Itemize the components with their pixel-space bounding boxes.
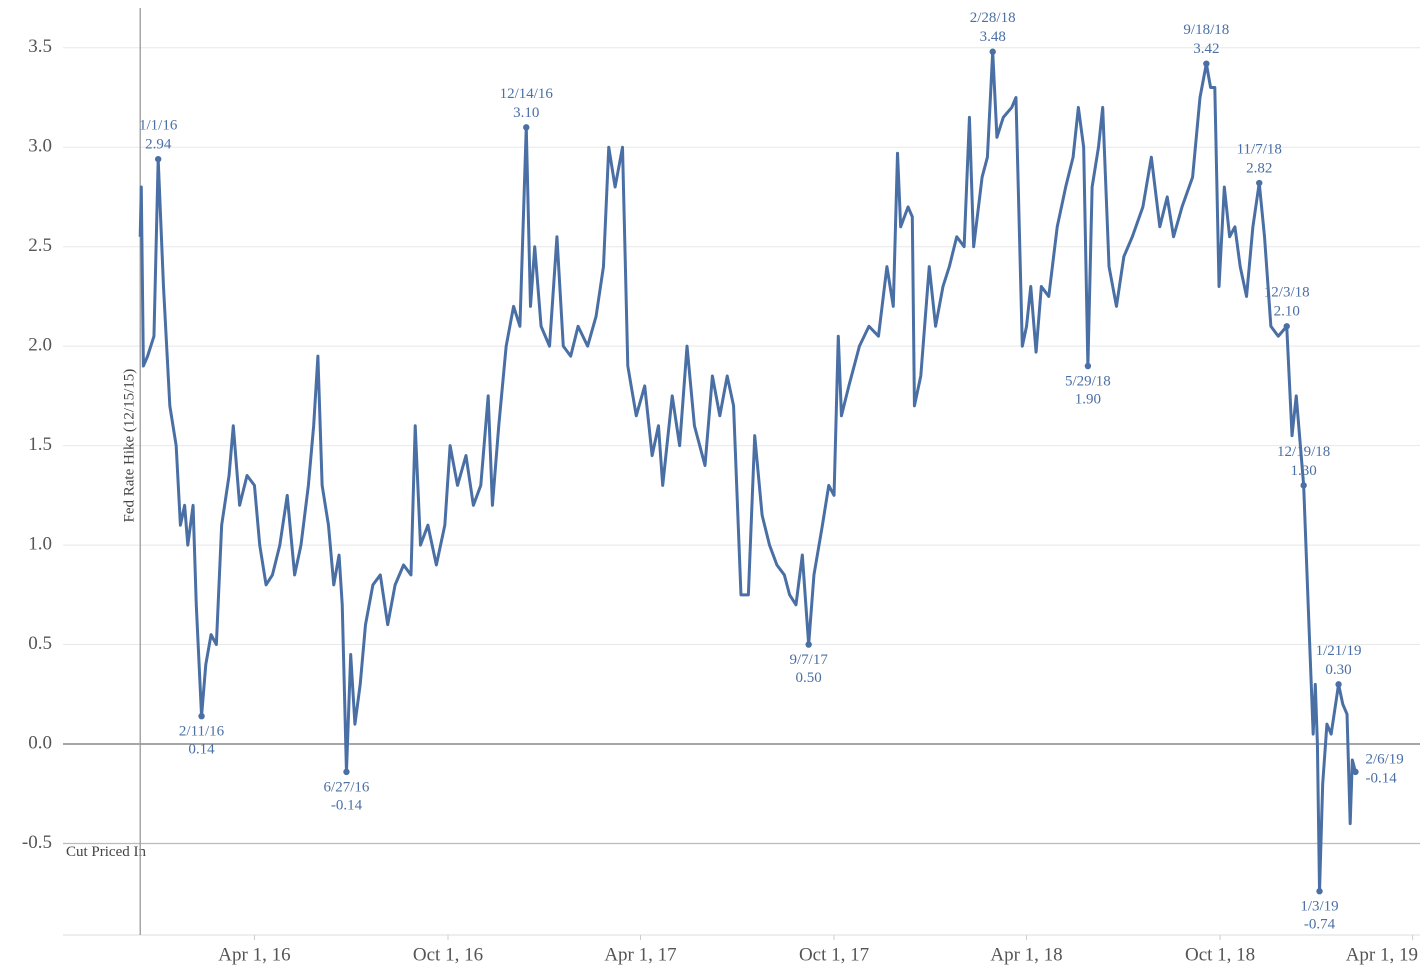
annotation-point — [1084, 362, 1092, 370]
annotation-point — [1283, 323, 1290, 330]
y-tick-label: 2.0 — [28, 335, 52, 356]
x-tick-label: Apr 1, 19 — [1346, 944, 1418, 965]
hike-line-label: Fed Rate Hike (12/15/15) — [122, 369, 138, 523]
cut-line-label: Cut Priced In — [66, 844, 146, 860]
y-tick-label: 0.0 — [28, 732, 52, 753]
annotation-date: 1/1/16 — [139, 118, 178, 134]
x-tick-label: Oct 1, 18 — [1185, 944, 1255, 965]
annotation-point — [1335, 681, 1342, 688]
annotation-date: 12/14/16 — [500, 86, 554, 102]
annotation-date: 12/19/18 — [1277, 444, 1330, 460]
annotation-point — [343, 768, 350, 776]
annotation-value: 3.10 — [513, 105, 539, 121]
annotation-point — [198, 712, 205, 720]
x-tick-label: Apr 1, 18 — [990, 944, 1062, 965]
annotation-point — [989, 48, 996, 55]
y-tick-label: 1.5 — [28, 434, 52, 455]
annotation-date: 1/3/19 — [1300, 899, 1338, 915]
x-tick-label: Oct 1, 16 — [413, 944, 483, 965]
annotation-date: 2/6/19 — [1365, 751, 1403, 767]
series-line — [138, 50, 1357, 893]
annotation-value: 2.94 — [145, 137, 172, 153]
annotation-value: 3.42 — [1193, 41, 1219, 57]
annotation-value: 1.90 — [1075, 391, 1101, 407]
annotation-point — [805, 641, 812, 648]
annotation-value: 2.82 — [1246, 160, 1272, 176]
annotation-value: 0.30 — [1325, 662, 1351, 678]
annotation-value: 2.10 — [1274, 304, 1300, 320]
annotation-date: 1/21/19 — [1316, 643, 1362, 659]
y-tick-label: 0.5 — [28, 633, 52, 654]
annotation-point — [154, 155, 162, 163]
annotation-date: 11/7/18 — [1237, 141, 1282, 157]
annotation-value: 0.14 — [188, 742, 215, 758]
annotation-point — [1256, 179, 1263, 187]
annotation-date: 9/18/18 — [1183, 22, 1229, 38]
annotation-value: 0.50 — [796, 670, 822, 686]
y-tick-label: 3.5 — [28, 36, 52, 57]
annotation-point — [1316, 888, 1323, 895]
annotation-date: 5/29/18 — [1065, 373, 1111, 389]
x-tick-label: Apr 1, 17 — [604, 944, 676, 965]
annotation-date: 9/7/17 — [789, 652, 828, 668]
annotation-date: 2/28/18 — [970, 10, 1016, 26]
annotation-value: 1.30 — [1291, 463, 1317, 479]
annotation-date: 12/3/18 — [1264, 285, 1310, 301]
annotation-date: 2/11/16 — [179, 724, 225, 740]
annotation-value: -0.74 — [1304, 917, 1336, 933]
x-tick-label: Apr 1, 16 — [218, 944, 290, 965]
annotation-value: 3.48 — [980, 29, 1006, 45]
x-tick-label: Oct 1, 17 — [799, 944, 869, 965]
y-tick-label: 2.5 — [28, 235, 52, 256]
annotation-value: -0.14 — [331, 797, 363, 813]
annotation-point — [1300, 482, 1307, 489]
y-tick-label: -0.5 — [22, 832, 52, 853]
annotation-point — [1352, 768, 1359, 776]
annotation-point — [1203, 60, 1210, 67]
annotation-point — [523, 124, 530, 131]
y-tick-label: 1.0 — [28, 533, 52, 554]
annotation-value: -0.14 — [1365, 770, 1397, 786]
annotation-date: 6/27/16 — [324, 779, 370, 795]
y-tick-label: 3.0 — [28, 136, 52, 157]
